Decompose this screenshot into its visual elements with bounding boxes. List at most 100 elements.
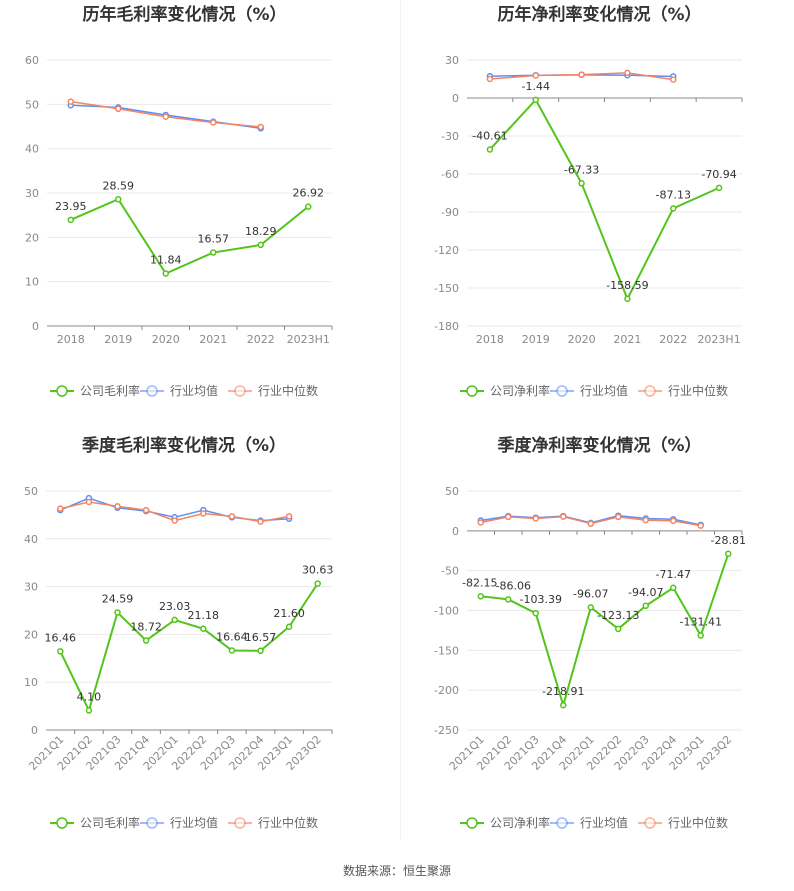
data-label: 23.03 [159,600,191,613]
data-point [114,503,121,510]
legend-item[interactable]: 公司净利率 [460,383,550,398]
legend-item[interactable]: 行业中位数 [228,383,318,398]
series-line-0 [480,553,730,709]
legend-item[interactable]: 行业均值 [550,383,628,398]
y-tick-label: 0 [452,92,459,105]
y-tick-label: -180 [434,320,459,333]
data-point [257,241,264,249]
data-point [532,72,539,79]
data-point [171,517,178,524]
y-tick-label: 20 [24,628,38,641]
data-point [670,205,677,212]
chart-quarterly-net-margin: 季度净利率变化情况（%） 50 0 -50 -100 -150 -200 -250 2021Q1… [400,430,794,840]
chart-annual-net-margin: 历年净利率变化情况（%） 30 0 -30 -60 -90 -120 -150 -180 2018… [400,0,794,410]
data-point [85,498,93,506]
legend-marker [466,817,478,829]
legend-label: 行业均值 [170,815,218,830]
data-label: -103.39 [520,593,562,606]
data-point [57,648,64,655]
data-point [532,96,539,104]
legend-marker [644,817,656,829]
chart-svg: 历年毛利率变化情况（%） 0 10 20 30 40 50 60 2018 2019 2020 202… [25,4,333,398]
data-label: 18.72 [130,621,162,634]
data-point [210,119,217,126]
x-tick-label: 2020 [152,333,180,346]
data-point [587,520,594,527]
data-point [670,584,677,592]
legend-item[interactable]: 行业均值 [140,815,218,830]
data-point [587,604,594,611]
data-label: 18.29 [245,225,277,238]
data-point [200,625,207,633]
series-line-0 [70,197,309,275]
legend-label: 公司净利率 [490,383,550,398]
data-label: 30.63 [302,564,334,577]
legend-marker [56,817,68,829]
legend-marker [146,385,158,397]
data-point [115,196,122,203]
data-point [142,637,150,644]
legend-marker [234,385,246,397]
y-tick-label: 50 [445,485,459,498]
x-tick-label: 2019 [522,333,550,346]
y-tick-label: 20 [25,231,39,244]
legend-item[interactable]: 行业均值 [140,383,218,398]
legend-item[interactable]: 行业中位数 [638,815,728,830]
legend-item[interactable]: 行业中位数 [228,815,318,830]
y-tick-label: -250 [434,724,459,737]
data-label: 28.59 [103,179,135,192]
legend-marker [556,385,568,397]
data-point [532,515,539,522]
data-point [697,522,704,529]
x-tick-label: 2022 [247,333,275,346]
data-point [305,203,312,210]
data-label: 21.60 [273,607,305,620]
chart-svg: 季度净利率变化情况（%）500-50-100-150-200-2502021Q1… [434,435,746,830]
y-tick-label: 10 [24,676,38,689]
data-point [67,216,74,224]
legend-item[interactable]: 行业中位数 [638,383,728,398]
data-point [578,71,585,78]
legend-item[interactable]: 公司毛利率 [50,815,140,830]
data-label: 16.46 [45,631,77,644]
legend-marker [556,817,568,829]
data-point [314,580,321,587]
data-label: -82.15 [462,576,497,589]
data-label: -67.33 [564,163,599,176]
data-label: -131.41 [680,616,722,629]
data-point [532,609,539,617]
legend-item[interactable]: 公司毛利率 [50,383,140,398]
x-tick-label: 2023H1 [287,333,330,346]
legend-label: 公司毛利率 [80,383,140,398]
data-point [697,632,704,639]
legend-label: 行业中位数 [668,383,728,398]
data-label: 21.18 [188,609,220,622]
data-label: 16.64 [216,630,248,643]
data-label: -28.81 [711,534,746,547]
y-tick-label: 30 [25,187,39,200]
x-tick-label: 2019 [104,333,132,346]
data-point [486,75,494,83]
data-point [67,98,74,105]
y-tick-label: -60 [441,168,459,181]
data-point [560,513,567,520]
y-tick-label: -90 [441,206,459,219]
data-point [142,506,150,514]
data-label: 24.59 [102,592,134,605]
source-note: 数据来源：恒生聚源 [342,864,451,878]
legend-item[interactable]: 公司净利率 [460,815,550,830]
y-tick-label: 30 [24,581,38,594]
y-tick-label: -200 [434,684,459,697]
data-point [560,701,567,709]
legend-item[interactable]: 行业均值 [550,815,628,830]
panel-divider [400,0,401,840]
data-point [486,146,494,153]
y-tick-label: 60 [25,54,39,67]
chart-title: 季度净利率变化情况（%） [497,435,701,456]
data-point [725,550,732,558]
chart-svg: 历年净利率变化情况（%） 30 0 -30 -60 -90 -120 -150 -180 2018… [434,4,743,398]
data-label: 4.10 [77,690,102,703]
x-tick-label: 2018 [57,333,85,346]
data-label: -218.91 [542,685,584,698]
y-tick-label: -120 [434,244,459,257]
